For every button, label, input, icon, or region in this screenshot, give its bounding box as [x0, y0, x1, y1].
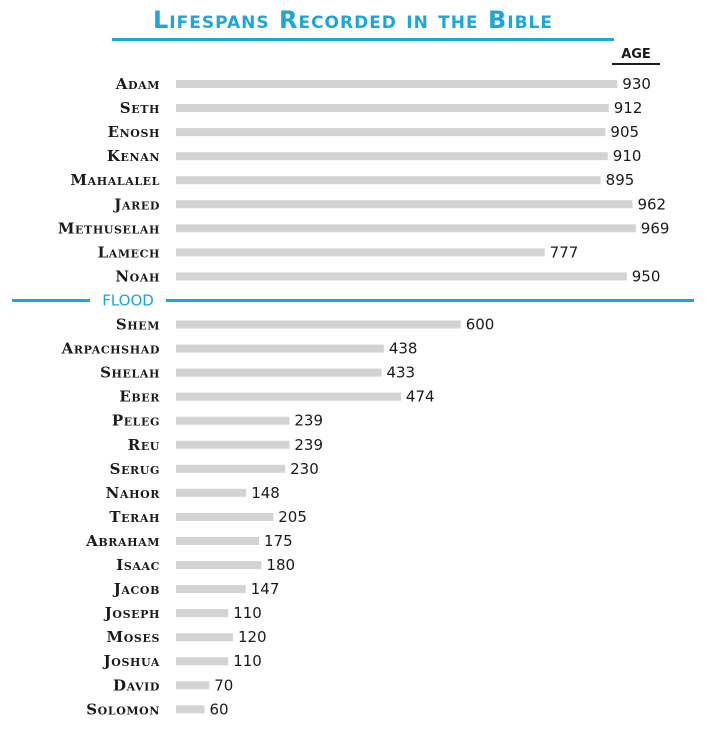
row-label-terah: Terah	[109, 508, 160, 526]
value-label-reu: 239	[294, 436, 323, 454]
row-label-solomon: Solomon	[86, 700, 160, 718]
value-label-joseph: 110	[233, 604, 262, 622]
row-label-methuselah: Methuselah	[58, 219, 160, 237]
row-label-joseph: Joseph	[103, 604, 160, 622]
value-label-mahalalel: 895	[606, 171, 635, 189]
row-label-nahor: Nahor	[106, 484, 161, 502]
bar-jared	[176, 200, 633, 209]
value-label-arpachshad: 438	[389, 340, 418, 358]
row-label-serug: Serug	[110, 460, 160, 478]
bar-seth	[176, 104, 609, 113]
value-label-eber: 474	[406, 388, 435, 406]
row-label-kenan: Kenan	[107, 147, 160, 165]
value-label-noah: 950	[632, 267, 661, 285]
value-label-peleg: 239	[294, 412, 323, 430]
value-label-kenan: 910	[613, 147, 642, 165]
bar-nahor	[176, 488, 247, 497]
bar-adam	[176, 80, 618, 88]
value-label-jared: 962	[637, 195, 666, 213]
row-label-reu: Reu	[128, 436, 160, 454]
bar-shem	[176, 320, 461, 329]
bar-jacob	[176, 585, 246, 594]
value-label-moses: 120	[238, 628, 267, 646]
value-label-serug: 230	[290, 460, 319, 478]
bar-eber	[176, 392, 401, 401]
row-label-adam: Adam	[115, 75, 160, 93]
bar-joseph	[176, 609, 229, 618]
bar-peleg	[176, 416, 290, 425]
row-label-jared: Jared	[112, 195, 160, 213]
bar-david	[176, 681, 210, 690]
bar-isaac	[176, 561, 262, 569]
bar-mahalalel	[176, 176, 601, 185]
value-label-terah: 205	[278, 508, 307, 526]
row-label-enosh: Enosh	[108, 123, 160, 141]
row-label-moses: Moses	[107, 628, 160, 646]
row-label-noah: Noah	[115, 267, 160, 285]
value-label-isaac: 180	[266, 556, 295, 574]
row-label-eber: Eber	[119, 388, 160, 406]
row-label-peleg: Peleg	[112, 412, 160, 430]
chart-title: Lifespans Recorded in the Bible	[153, 6, 553, 34]
bar-serug	[176, 464, 286, 473]
row-label-shem: Shem	[116, 316, 160, 334]
bar-solomon	[176, 705, 205, 714]
bar-terah	[176, 512, 274, 521]
value-label-shelah: 433	[386, 364, 415, 382]
value-label-david: 70	[214, 676, 233, 694]
row-label-isaac: Isaac	[116, 556, 160, 574]
value-label-adam: 930	[622, 75, 651, 93]
bar-joshua	[176, 657, 229, 666]
row-label-joshua: Joshua	[102, 652, 160, 670]
bar-enosh	[176, 128, 606, 137]
row-label-arpachshad: Arpachshad	[61, 340, 160, 358]
bar-reu	[176, 440, 290, 449]
bar-abraham	[176, 536, 260, 545]
value-label-jacob: 147	[251, 580, 280, 598]
title-underline	[112, 38, 614, 41]
bar-arpachshad	[176, 344, 384, 353]
row-label-seth: Seth	[120, 99, 160, 117]
value-label-joshua: 110	[233, 652, 262, 670]
value-label-enosh: 905	[610, 123, 639, 141]
row-label-jacob: Jacob	[112, 580, 160, 598]
bar-methuselah	[176, 224, 636, 233]
bar-lamech	[176, 248, 545, 257]
value-label-nahor: 148	[251, 484, 280, 502]
row-label-abraham: Abraham	[85, 532, 160, 550]
value-label-shem: 600	[466, 316, 495, 334]
value-label-solomon: 60	[209, 700, 228, 718]
value-label-abraham: 175	[264, 532, 293, 550]
value-column-header: AGE	[612, 48, 660, 65]
row-label-lamech: Lamech	[98, 243, 160, 261]
row-label-david: David	[113, 676, 160, 694]
flood-divider-label: FLOOD	[102, 291, 154, 309]
value-label-lamech: 777	[550, 243, 579, 261]
bar-kenan	[176, 152, 608, 161]
row-label-mahalalel: Mahalalel	[70, 171, 160, 189]
bar-moses	[176, 633, 233, 642]
value-label-methuselah: 969	[641, 219, 670, 237]
row-label-shelah: Shelah	[100, 364, 160, 382]
bar-noah	[176, 272, 627, 281]
bar-shelah	[176, 368, 382, 377]
value-label-seth: 912	[614, 99, 643, 117]
